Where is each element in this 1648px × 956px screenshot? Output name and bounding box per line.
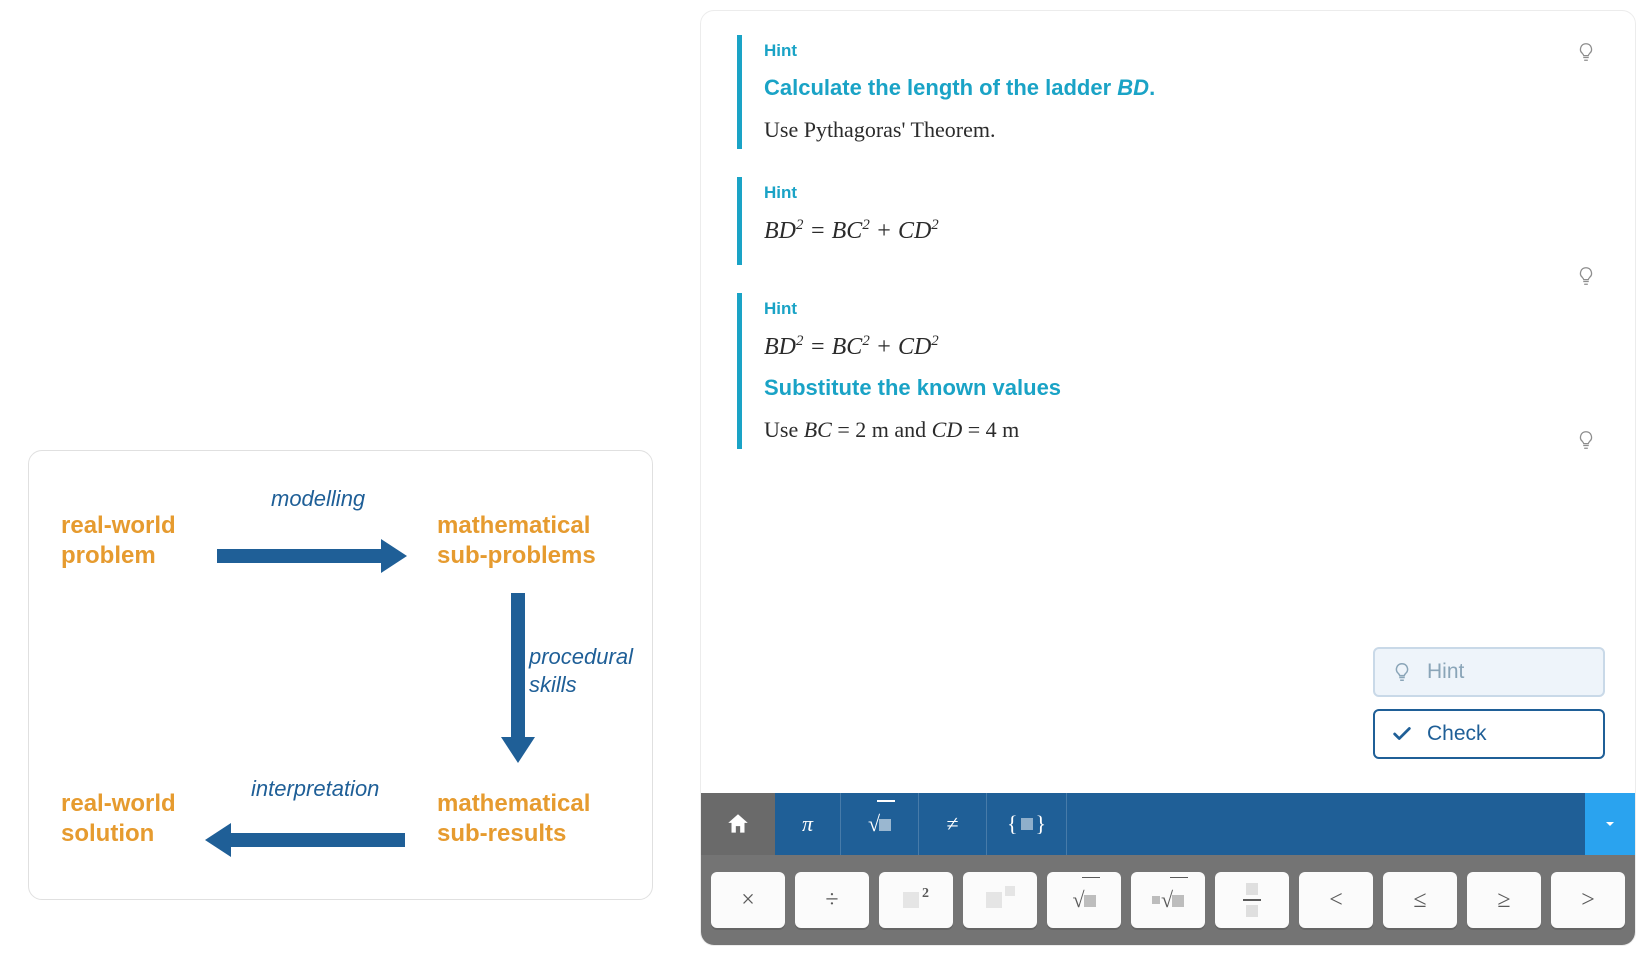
chevron-down-icon — [1602, 816, 1618, 832]
hint-label: Hint — [764, 41, 1599, 61]
toolbar-key-nroot[interactable]: √ — [1131, 872, 1205, 928]
lightbulb-icon[interactable] — [1575, 265, 1597, 287]
lightbulb-icon[interactable] — [1575, 429, 1597, 451]
toolbar-tab-sqrt[interactable]: √ — [841, 793, 919, 855]
toolbar-key-sq-sq[interactable] — [963, 872, 1037, 928]
diagram-arrow-interpretation — [205, 823, 405, 857]
toolbar-key-times[interactable]: × — [711, 872, 785, 928]
toolbar-dropdown-button[interactable] — [1585, 793, 1635, 855]
hint-title: Calculate the length of the ladder BD. — [764, 75, 1599, 101]
diagram-node-rw-problem: real-world problem — [61, 511, 176, 571]
diagram-arrow-modelling — [217, 539, 407, 573]
hint-body: Use BC = 2 m and CD = 4 m — [764, 417, 1599, 443]
diagram-edge-label-modelling: modelling — [271, 485, 365, 513]
hint-formula: BD2 = BC2 + CD2 — [764, 333, 1599, 361]
toolbar-tab-neq[interactable]: ≠ — [919, 793, 987, 855]
diagram-node-math-subproblems: mathematical sub-problems — [437, 511, 596, 571]
toolbar-tab-pi[interactable]: π — [775, 793, 841, 855]
home-icon — [725, 811, 751, 837]
diagram-edge-label-procedural: procedural skills — [529, 643, 633, 698]
hint-formula: BD2 = BC2 + CD2 — [764, 217, 1599, 245]
hint-block: Hint BD2 = BC2 + CD2 — [737, 177, 1599, 265]
hints-panel: Hint Calculate the length of the ladder B… — [700, 10, 1636, 946]
diagram-edge-label-interpretation: interpretation — [251, 775, 379, 803]
hint-label: Hint — [764, 299, 1599, 319]
check-button[interactable]: Check — [1373, 709, 1605, 759]
toolbar-tab-set[interactable]: { } — [987, 793, 1067, 855]
hint-body: Use Pythagoras' Theorem. — [764, 117, 1599, 143]
toolbar-key-sq2[interactable]: 2 — [879, 872, 953, 928]
check-button-label: Check — [1427, 722, 1487, 746]
hint-block: Hint BD2 = BC2 + CD2 Substitute the known … — [737, 293, 1599, 449]
diagram-node-rw-solution: real-world solution — [61, 789, 176, 849]
hint-button[interactable]: Hint — [1373, 647, 1605, 697]
hint-subtitle: Substitute the known values — [764, 375, 1599, 401]
math-toolbar: π √ ≠ — [701, 793, 1635, 945]
toolbar-key-lt[interactable]: < — [1299, 872, 1373, 928]
toolbar-key-sqrt[interactable]: √ — [1047, 872, 1121, 928]
lightbulb-icon[interactable] — [1575, 41, 1597, 63]
hint-label: Hint — [764, 183, 1599, 203]
toolbar-key-gt[interactable]: > — [1551, 872, 1625, 928]
toolbar-key-le[interactable]: ≤ — [1383, 872, 1457, 928]
toolbar-key-divide[interactable]: ÷ — [795, 872, 869, 928]
hint-button-label: Hint — [1427, 660, 1464, 684]
toolbar-home-button[interactable] — [701, 793, 775, 855]
toolbar-key-frac[interactable] — [1215, 872, 1289, 928]
diagram-node-math-subresults: mathematical sub-results — [437, 789, 590, 849]
toolbar-key-ge[interactable]: ≥ — [1467, 872, 1541, 928]
hint-block: Hint Calculate the length of the ladder B… — [737, 35, 1599, 149]
lightbulb-icon — [1391, 661, 1413, 683]
diagram-arrow-procedural — [501, 593, 535, 763]
modelling-diagram: real-world problem mathematical sub-probl… — [28, 450, 653, 900]
check-icon — [1391, 723, 1413, 745]
